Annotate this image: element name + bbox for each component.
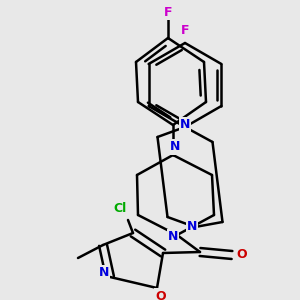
Text: N: N	[168, 230, 178, 244]
Text: N: N	[180, 118, 190, 131]
Text: F: F	[164, 5, 172, 19]
Text: N: N	[187, 220, 197, 233]
Text: O: O	[156, 290, 166, 300]
Text: N: N	[170, 140, 180, 154]
Text: Cl: Cl	[113, 202, 127, 214]
Text: O: O	[237, 248, 247, 262]
Text: F: F	[181, 25, 189, 38]
Text: N: N	[99, 266, 109, 280]
